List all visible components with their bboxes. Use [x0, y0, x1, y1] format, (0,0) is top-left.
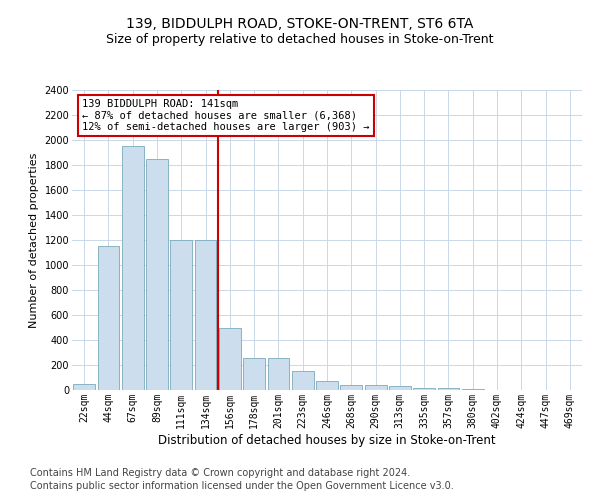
Bar	[340, 385, 362, 390]
Bar	[462, 389, 484, 390]
Bar	[413, 388, 435, 390]
Bar	[170, 240, 192, 390]
Bar	[146, 159, 168, 390]
Bar	[316, 381, 338, 390]
Bar	[219, 328, 241, 390]
X-axis label: Distribution of detached houses by size in Stoke-on-Trent: Distribution of detached houses by size …	[158, 434, 496, 446]
Text: 139, BIDDULPH ROAD, STOKE-ON-TRENT, ST6 6TA: 139, BIDDULPH ROAD, STOKE-ON-TRENT, ST6 …	[127, 18, 473, 32]
Text: Contains public sector information licensed under the Open Government Licence v3: Contains public sector information licen…	[30, 481, 454, 491]
Bar	[389, 386, 411, 390]
Bar	[97, 246, 119, 390]
Y-axis label: Number of detached properties: Number of detached properties	[29, 152, 39, 328]
Bar	[365, 385, 386, 390]
Bar	[437, 388, 460, 390]
Bar	[194, 240, 217, 390]
Bar	[73, 384, 95, 390]
Text: 139 BIDDULPH ROAD: 141sqm
← 87% of detached houses are smaller (6,368)
12% of se: 139 BIDDULPH ROAD: 141sqm ← 87% of detac…	[82, 99, 370, 132]
Bar	[292, 371, 314, 390]
Bar	[122, 146, 143, 390]
Text: Contains HM Land Registry data © Crown copyright and database right 2024.: Contains HM Land Registry data © Crown c…	[30, 468, 410, 477]
Bar	[243, 358, 265, 390]
Text: Size of property relative to detached houses in Stoke-on-Trent: Size of property relative to detached ho…	[106, 32, 494, 46]
Bar	[268, 358, 289, 390]
